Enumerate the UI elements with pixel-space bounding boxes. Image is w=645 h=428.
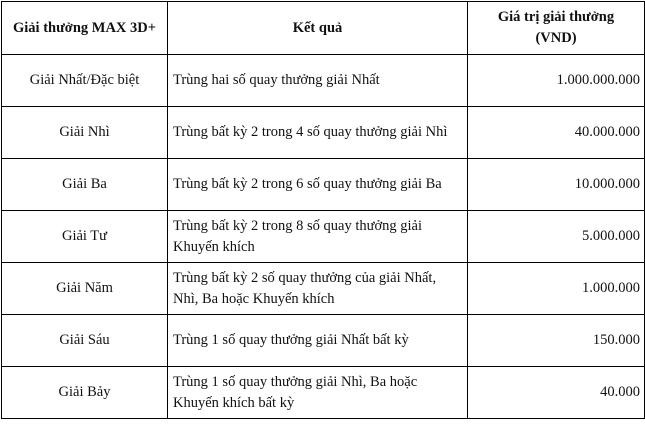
prize-result: Trùng bất kỳ 2 trong 6 số quay thưởng gi… — [167, 158, 468, 211]
prize-result: Trùng bất kỳ 2 trong 8 số quay thưởng gi… — [167, 210, 468, 263]
prize-value: 1.000.000 — [467, 262, 645, 315]
prize-value: 40.000 — [467, 366, 645, 419]
result-line: Trùng 1 số quay thưởng giải Nhất bất kỳ — [173, 332, 409, 348]
prize-table: Giải thưởng MAX 3D+ Kết quả Giá trị giải… — [1, 1, 645, 419]
prize-name: Giải Năm — [1, 262, 168, 315]
prize-result: Trùng 1 số quay thưởng giải Nhì, Ba hoặc… — [167, 366, 468, 419]
prize-result: Trùng hai số quay thưởng giải Nhất — [167, 54, 468, 107]
prize-value: 150.000 — [467, 314, 645, 367]
header-value-line: (VND) — [535, 30, 577, 46]
prize-name: Giải Nhất/Đặc biệt — [1, 54, 168, 107]
table-row: Giải Bảy Trùng 1 số quay thưởng giải Nhì,… — [1, 366, 645, 419]
table-row: Giải Tư Trùng bất kỳ 2 trong 8 số quay th… — [1, 210, 645, 263]
prize-value: 40.000.000 — [467, 106, 645, 159]
table-row: Giải Nhất/Đặc biệt Trùng hai số quay thưở… — [1, 54, 645, 107]
header-value-line: Giá trị giải thưởng — [497, 9, 615, 25]
result-line: Trùng bất kỳ 2 trong 4 số quay thưởng gi… — [173, 124, 448, 140]
prize-result: Trùng bất kỳ 2 trong 4 số quay thưởng gi… — [167, 106, 468, 159]
prize-value: 10.000.000 — [467, 158, 645, 211]
prize-name: Giải Tư — [1, 210, 168, 263]
header-prize: Giải thưởng MAX 3D+ — [1, 1, 168, 55]
prize-name: Giải Ba — [1, 158, 168, 211]
prize-name: Giải Bảy — [1, 366, 168, 419]
result-line: Trùng 1 số quay thưởng giải Nhì, Ba hoặc — [173, 373, 418, 390]
table-row: Giải Ba Trùng bất kỳ 2 trong 6 số quay th… — [1, 158, 645, 211]
header-row: Giải thưởng MAX 3D+ Kết quả Giá trị giải… — [1, 1, 645, 55]
prize-name: Giải Nhì — [1, 106, 168, 159]
result-line: Khuyến khích bất kỳ — [173, 394, 295, 411]
result-line: Trùng bất kỳ 2 trong 6 số quay thưởng gi… — [173, 176, 442, 192]
result-line: Trùng hai số quay thưởng giải Nhất — [173, 72, 380, 88]
table-row: Giải Sáu Trùng 1 số quay thưởng giải Nhất… — [1, 314, 645, 367]
result-line: Nhì, Ba hoặc Khuyến khích — [173, 290, 335, 307]
table-row: Giải Năm Trùng bất kỳ 2 số quay thưởng củ… — [1, 262, 645, 315]
header-value: Giá trị giải thưởng (VND) — [467, 1, 645, 55]
table-row: Giải Nhì Trùng bất kỳ 2 trong 4 số quay t… — [1, 106, 645, 159]
result-line: Trùng bất kỳ 2 trong 8 số quay thưởng gi… — [173, 217, 422, 234]
prize-name: Giải Sáu — [1, 314, 168, 367]
prize-result: Trùng 1 số quay thưởng giải Nhất bất kỳ — [167, 314, 468, 367]
result-line: Trùng bất kỳ 2 số quay thưởng của giải N… — [173, 269, 437, 286]
header-result: Kết quả — [167, 1, 468, 55]
prize-result: Trùng bất kỳ 2 số quay thưởng của giải N… — [167, 262, 468, 315]
prize-value: 5.000.000 — [467, 210, 645, 263]
result-line: Khuyến khích — [173, 238, 255, 255]
prize-value: 1.000.000.000 — [467, 54, 645, 107]
